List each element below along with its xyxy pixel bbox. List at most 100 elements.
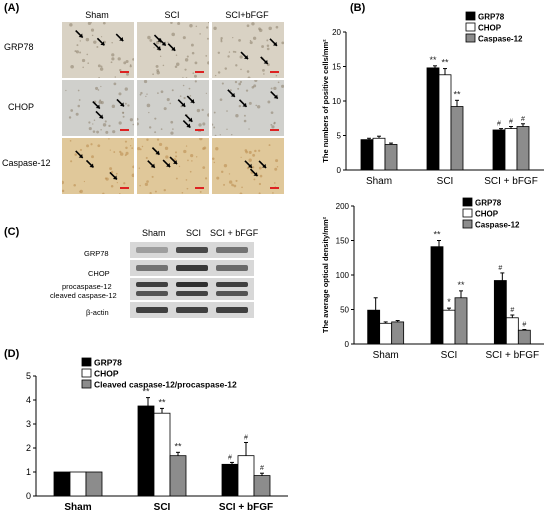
western-blot [130, 242, 254, 318]
significance-mark: ** [441, 58, 449, 68]
significance-mark: # [509, 119, 513, 126]
micrograph-grp78-2 [212, 22, 284, 78]
y-tick-label: 20 [332, 28, 341, 37]
micrograph-chop-0 [62, 80, 134, 136]
significance-mark: ** [453, 89, 461, 99]
legend-swatch [465, 11, 476, 21]
blot-band [136, 307, 168, 313]
legend-swatch [462, 208, 473, 218]
micro-col-sham: Sham [85, 10, 109, 20]
blot-band [176, 291, 208, 296]
legend-swatch [465, 33, 476, 43]
bar [169, 455, 187, 497]
chart-optical-density: 0 50 100 150 200 The average optical density/… [321, 197, 544, 361]
bar [442, 309, 456, 345]
significance-mark: # [498, 265, 502, 272]
legend-label: Caspase-12 [475, 221, 520, 230]
micrograph-caspase-12-1 [137, 138, 209, 194]
micrograph-caspase-12-2 [212, 138, 284, 194]
bar [221, 463, 239, 497]
bar [360, 139, 374, 171]
micro-row-caspase12: Caspase-12 [2, 158, 51, 168]
y-tick-label: 50 [340, 306, 349, 315]
blot-strip-2 [130, 278, 254, 300]
significance-mark: * [447, 297, 451, 307]
y-tick-label: 0 [337, 166, 342, 175]
panel-label-a: (A) [4, 2, 20, 14]
bar [237, 455, 255, 497]
bar [137, 405, 155, 497]
bar [505, 317, 519, 345]
y-tick-label: 1 [26, 467, 31, 477]
panel-label-b: (B) [350, 2, 366, 14]
legend-label: GRP78 [478, 13, 505, 22]
category-label: SCI + bFGF [484, 176, 538, 187]
micrograph-grp78-1 [137, 22, 209, 78]
y-axis-label: The average optical density/mm² [321, 216, 330, 333]
significance-mark: ** [429, 55, 437, 65]
category-label: Sham [64, 502, 91, 513]
blot-band [216, 291, 248, 296]
legend-label: CHOP [94, 369, 119, 379]
legend-swatch [81, 357, 92, 367]
micrograph-caspase-12-0 [62, 138, 134, 194]
micrograph-chop-2 [212, 80, 284, 136]
legend-label: Caspase-12 [478, 35, 523, 44]
micrograph-grp78-0 [62, 22, 134, 78]
legend-swatch [462, 219, 473, 229]
significance-mark: ** [457, 280, 465, 290]
micro-row-chop: CHOP [8, 102, 35, 112]
chart-western-quant: 0 1 2 3 4 5 Sham ** ** ** SCI # # # SCI + bFGF GRP78CHO… [26, 357, 288, 513]
legend-label: CHOP [478, 24, 502, 33]
blot-band [176, 282, 208, 287]
bar [450, 106, 464, 171]
legend-swatch [81, 379, 92, 389]
bar [504, 128, 518, 171]
category-label: SCI [154, 502, 171, 513]
legend-swatch [81, 368, 92, 378]
legend-swatch [465, 22, 476, 32]
blot-col-sham: Sham [142, 228, 166, 238]
blot-band [176, 265, 208, 271]
category-label: SCI [441, 350, 458, 361]
y-tick-label: 15 [332, 63, 341, 72]
bar [493, 280, 507, 345]
y-tick-label: 2 [26, 443, 31, 453]
bar [492, 129, 506, 171]
significance-mark: ** [158, 397, 166, 407]
significance-mark: # [228, 454, 232, 461]
significance-mark: # [260, 465, 264, 472]
blot-band [176, 247, 208, 253]
blot-band [216, 282, 248, 287]
panel-label-c: (C) [4, 226, 20, 238]
y-tick-label: 10 [332, 97, 341, 106]
y-tick-label: 200 [336, 202, 350, 211]
blot-band [136, 282, 168, 287]
blot-band [216, 247, 248, 253]
bar [438, 74, 452, 171]
y-axis-label: The numbers of positive cells/mm² [321, 39, 330, 163]
legend-label: GRP78 [475, 199, 502, 208]
legend-label: GRP78 [94, 358, 122, 368]
y-tick-label: 4 [26, 395, 31, 405]
bar [153, 412, 171, 497]
y-tick-label: 0 [345, 340, 350, 349]
legend-label: CHOP [475, 210, 499, 219]
blot-band [216, 265, 248, 271]
bar [517, 329, 531, 345]
category-label: Sham [366, 176, 392, 187]
blot-band [216, 307, 248, 313]
significance-mark: ** [433, 230, 441, 240]
legend-swatch [462, 197, 473, 207]
blot-band [176, 307, 208, 313]
category-label: SCI + bFGF [219, 502, 273, 513]
bar [384, 144, 398, 171]
micrograph-chop-1 [137, 80, 209, 136]
blot-band [136, 247, 168, 253]
y-tick-label: 0 [26, 491, 31, 501]
blot-label-procaspase12: procaspase-12 [62, 282, 112, 291]
category-label: SCI + bFGF [486, 350, 540, 361]
blot-col-sci: SCI [186, 228, 202, 238]
y-tick-label: 5 [337, 132, 342, 141]
